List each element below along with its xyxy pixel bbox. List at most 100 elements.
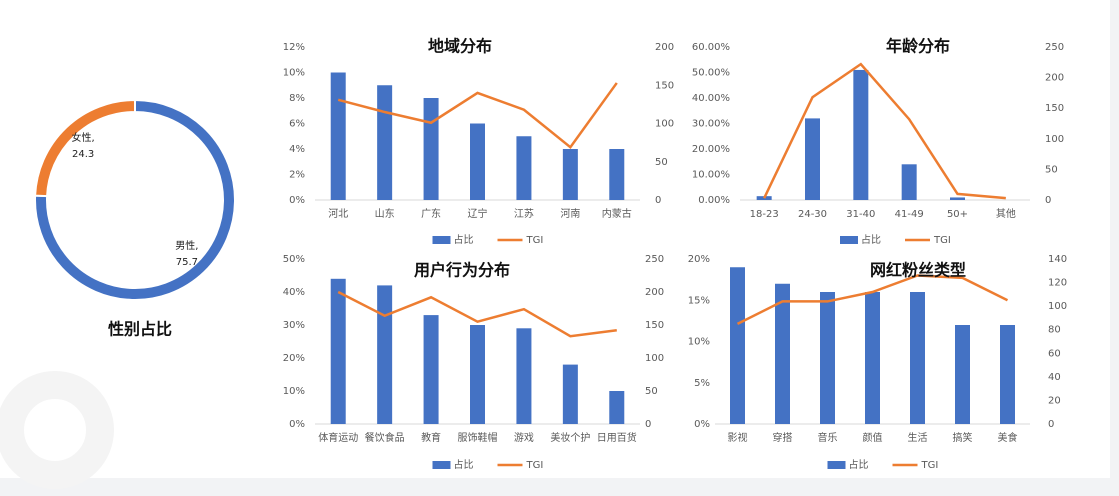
x-tick-label: 广东 <box>421 207 441 220</box>
y-tick-label: 50.00% <box>692 68 730 79</box>
chart-title: 年龄分布 <box>886 37 950 56</box>
chart-title: 地域分布 <box>428 37 492 56</box>
x-tick-label: 50+ <box>947 209 968 220</box>
y2-tick-label: 200 <box>645 287 664 298</box>
y2-tick-label: 120 <box>1048 278 1067 289</box>
y2-tick-label: 200 <box>1045 73 1064 84</box>
x-tick-label: 日用百货 <box>597 431 637 444</box>
bar <box>865 292 880 424</box>
tgi-line <box>736 274 1009 325</box>
y-tick-label: 0.00% <box>698 195 730 206</box>
slice-value: 24.3 <box>72 149 94 160</box>
tgi-line <box>763 62 1006 200</box>
bar <box>609 391 625 424</box>
legend-swatch <box>432 236 451 244</box>
y-tick-label: 5% <box>694 378 710 389</box>
x-tick-label: 其他 <box>996 207 1016 220</box>
y-tick-label: 0% <box>289 419 305 430</box>
y-tick-label: 12% <box>283 42 305 53</box>
legend-label: TGI <box>933 235 951 246</box>
bar <box>901 164 917 200</box>
bar <box>1000 325 1015 424</box>
bar <box>910 292 925 424</box>
y-tick-label: 10% <box>688 337 710 348</box>
x-tick-label: 山东 <box>375 207 395 220</box>
legend-label: 占比 <box>861 233 881 246</box>
legend-swatch <box>432 461 451 469</box>
tgi-line <box>337 82 618 150</box>
legend-label: 占比 <box>454 233 474 246</box>
y2-tick-label: 50 <box>655 157 668 168</box>
x-tick-label: 内蒙古 <box>602 207 632 220</box>
y-tick-label: 50% <box>283 254 305 265</box>
y-tick-label: 2% <box>289 170 305 181</box>
y2-tick-label: 50 <box>1045 164 1058 175</box>
y2-tick-label: 140 <box>1048 254 1067 265</box>
bar <box>470 325 485 424</box>
legend-label: TGI <box>526 460 544 471</box>
y-tick-label: 10% <box>283 386 305 397</box>
legend-label: 占比 <box>454 458 474 471</box>
x-tick-label: 24-30 <box>798 209 827 220</box>
y2-tick-label: 0 <box>645 419 651 430</box>
y-tick-label: 4% <box>289 144 305 155</box>
y-tick-label: 15% <box>688 295 710 306</box>
legend-label: 占比 <box>849 458 869 471</box>
bar <box>955 325 970 424</box>
y2-tick-label: 150 <box>1045 103 1064 114</box>
chart-title: 用户行为分布 <box>414 261 510 280</box>
bar <box>516 328 532 424</box>
legend-swatch <box>840 236 858 244</box>
x-tick-label: 生活 <box>908 431 928 444</box>
y-tick-label: 60.00% <box>692 42 730 53</box>
x-tick-label: 服饰鞋帽 <box>458 431 498 444</box>
legend-label: TGI <box>921 460 939 471</box>
x-tick-label: 教育 <box>421 431 441 444</box>
tgi-line <box>337 290 617 338</box>
x-tick-label: 餐饮食品 <box>365 431 405 444</box>
y2-tick-label: 250 <box>645 254 664 265</box>
y2-tick-label: 0 <box>655 195 661 206</box>
legend-label: TGI <box>526 235 544 246</box>
x-tick-label: 31-40 <box>846 209 875 220</box>
bar <box>950 197 965 200</box>
x-tick-label: 颜值 <box>863 431 883 444</box>
bar <box>377 285 393 424</box>
bar <box>423 315 439 424</box>
x-tick-label: 辽宁 <box>468 207 488 220</box>
x-tick-label: 穿搭 <box>773 431 793 444</box>
x-tick-label: 美妆个护 <box>550 431 590 444</box>
donut-slice <box>34 98 136 198</box>
y-tick-label: 40% <box>283 287 305 298</box>
slice-category: 男性, <box>175 239 198 252</box>
slice-value: 75.7 <box>176 257 198 268</box>
y-tick-label: 0% <box>694 419 710 430</box>
bar <box>853 69 869 200</box>
x-tick-label: 江苏 <box>514 207 534 220</box>
bar <box>330 72 346 200</box>
bar <box>730 267 745 424</box>
bar <box>330 278 346 424</box>
x-tick-label: 游戏 <box>514 431 534 444</box>
chart-title: 网红粉丝类型 <box>870 261 966 280</box>
y-tick-label: 6% <box>289 119 305 130</box>
y2-tick-label: 100 <box>655 119 674 130</box>
y2-tick-label: 150 <box>655 80 674 91</box>
bar <box>820 292 835 424</box>
y2-tick-label: 40 <box>1048 372 1061 383</box>
y-tick-label: 10% <box>283 68 305 79</box>
y-tick-label: 30% <box>283 320 305 331</box>
y2-tick-label: 100 <box>1048 301 1067 312</box>
chart-title: 性别占比 <box>108 320 172 339</box>
decoration <box>0 371 114 489</box>
y2-tick-label: 150 <box>645 320 664 331</box>
x-tick-label: 河北 <box>328 208 348 220</box>
legend-swatch <box>827 461 846 469</box>
bar <box>470 123 485 200</box>
x-tick-label: 搞笑 <box>953 431 973 444</box>
y-tick-label: 10.00% <box>692 170 730 181</box>
bar <box>562 149 578 200</box>
y2-tick-label: 50 <box>645 386 658 397</box>
y2-tick-label: 20 <box>1048 395 1061 406</box>
